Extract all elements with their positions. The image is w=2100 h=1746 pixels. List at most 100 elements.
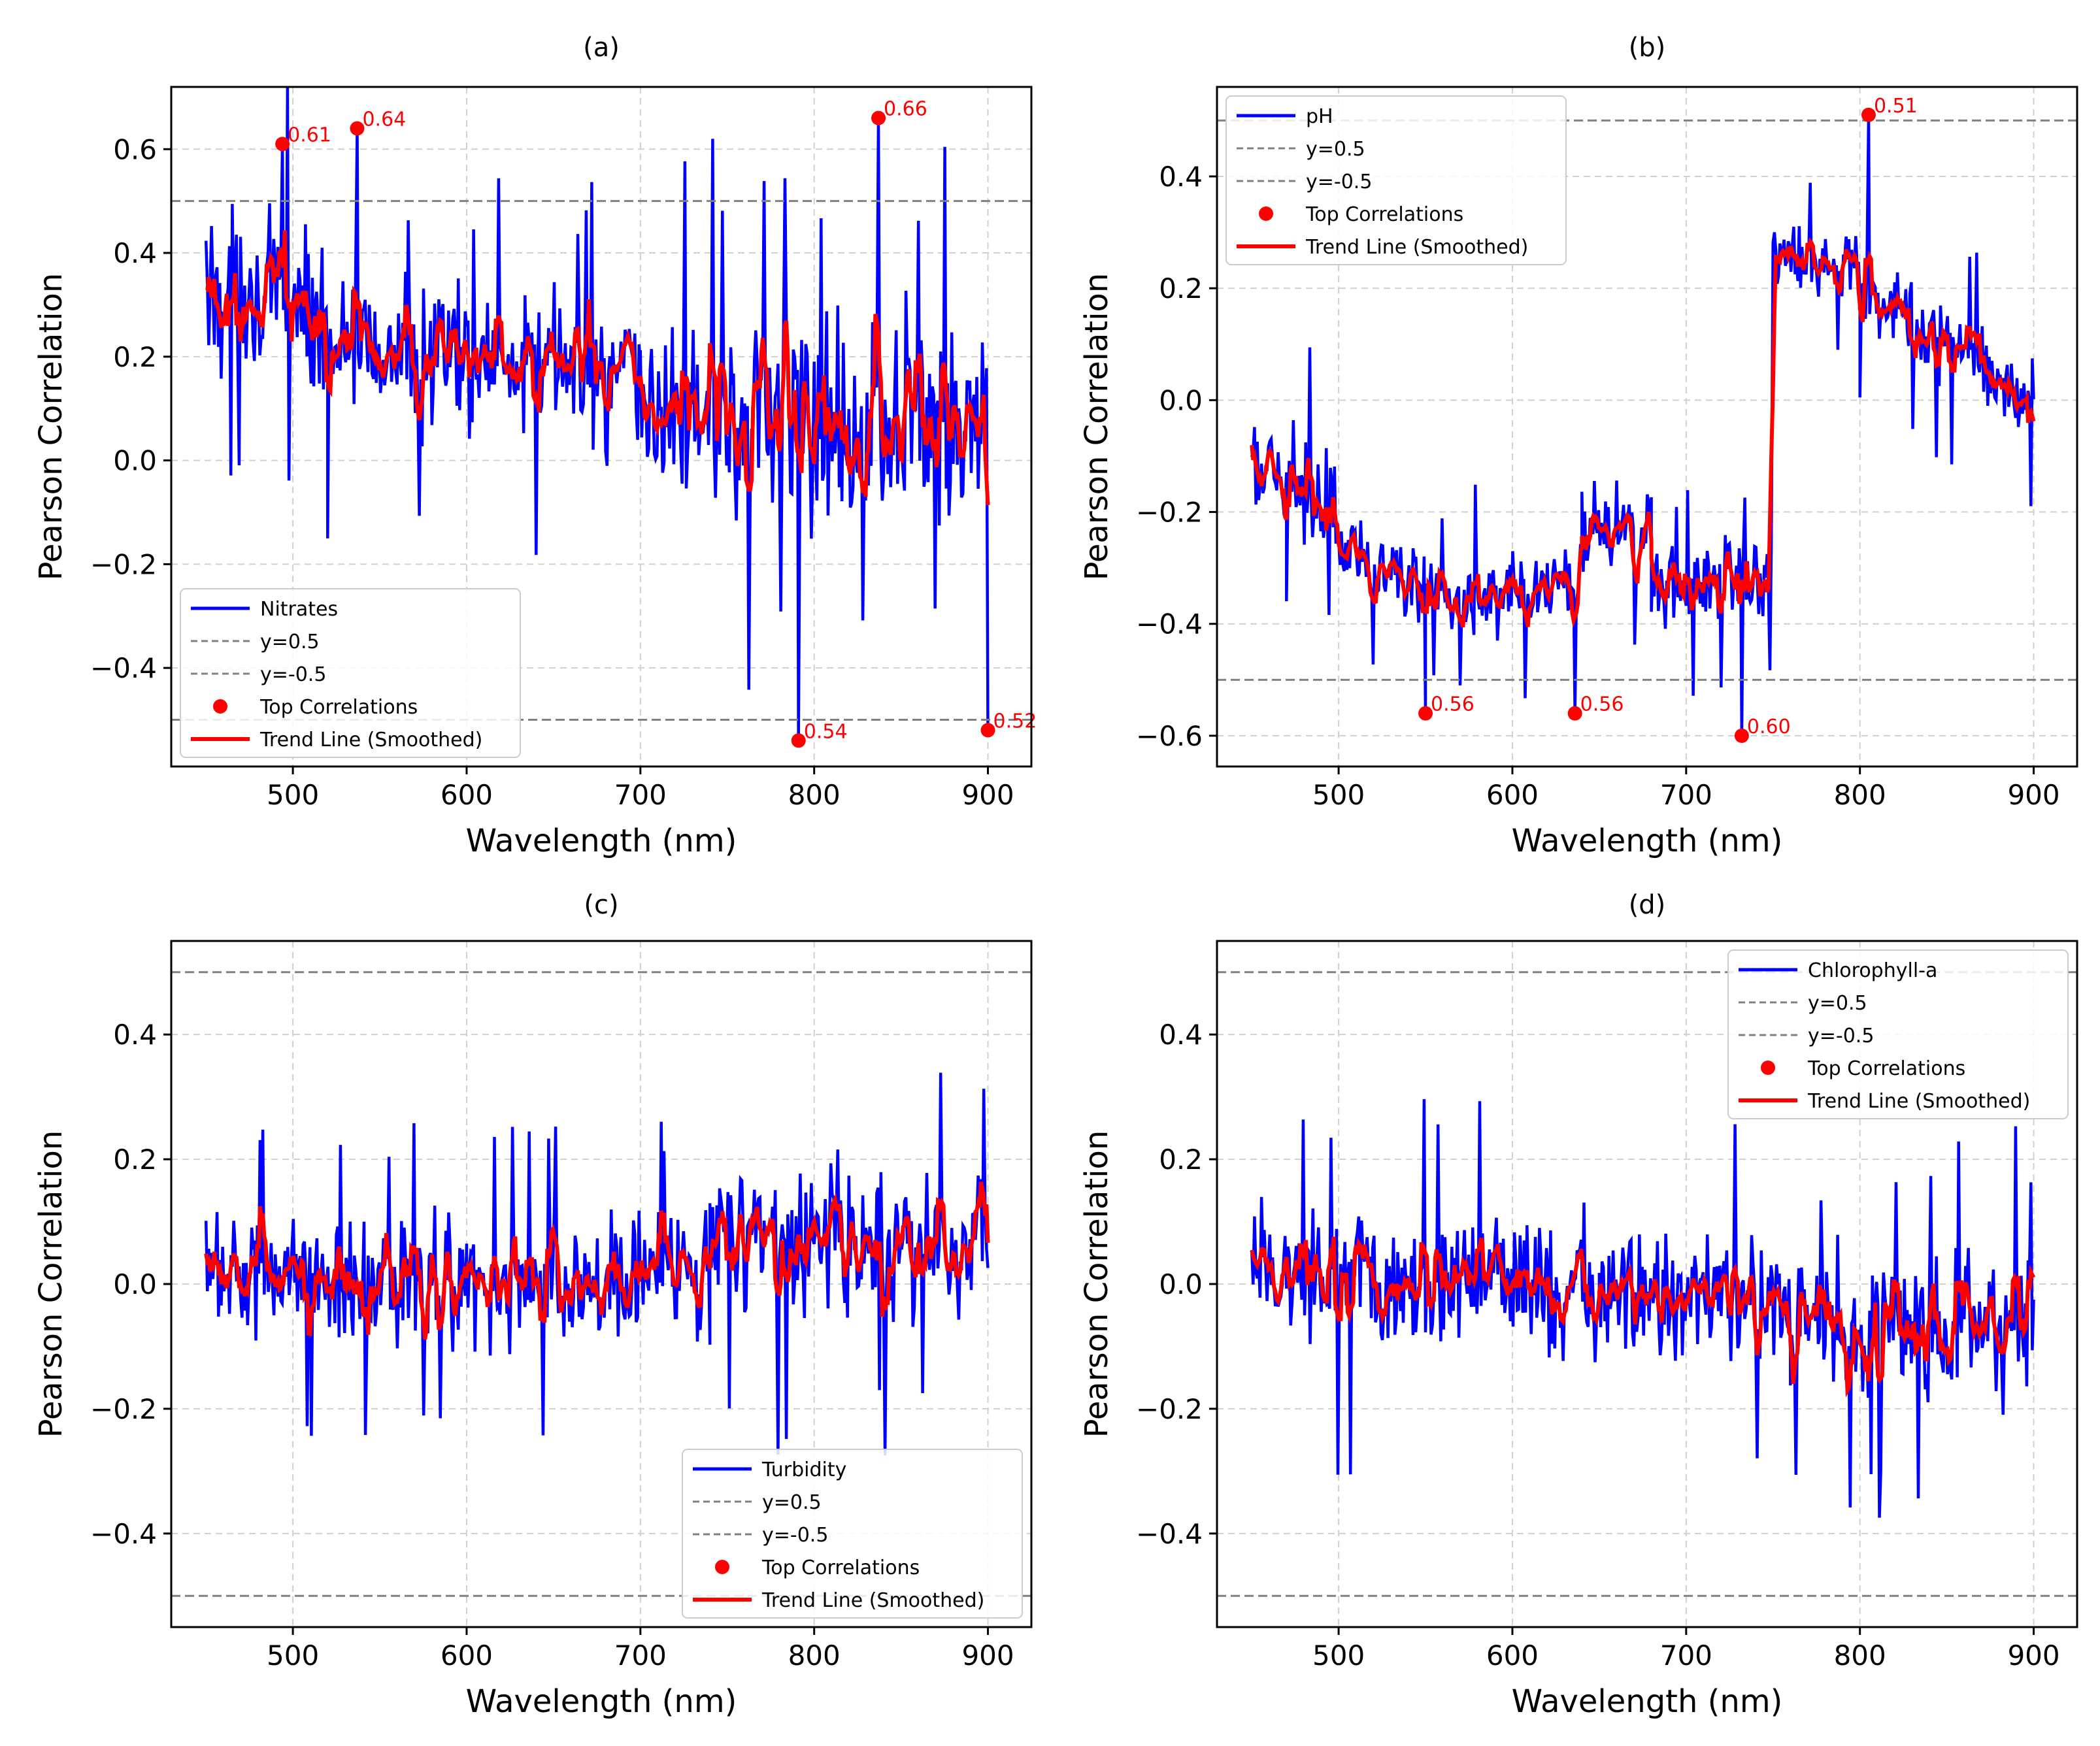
y-axis-label: Pearson Correlation	[1078, 1130, 1115, 1438]
top-correlation-label: 0.51	[1874, 95, 1918, 118]
legend-label-refline: y=-0.5	[1808, 1025, 1874, 1047]
top-correlation-label: 0.66	[884, 98, 927, 121]
legend-label-trend: Trend Line (Smoothed)	[761, 1589, 984, 1612]
x-tick-label: 700	[1660, 779, 1712, 811]
top-correlation-label: 0.54	[804, 720, 848, 743]
x-tick-label: 700	[614, 779, 667, 811]
y-tick-label: −0.6	[1136, 720, 1203, 752]
legend-label-series: Turbidity	[761, 1458, 846, 1481]
x-tick-label: 800	[788, 779, 841, 811]
y-tick-label: −0.2	[90, 1393, 157, 1425]
y-tick-label: 0.2	[113, 341, 157, 373]
top-correlation-marker	[350, 121, 365, 136]
legend-label-refline: y=0.5	[762, 1491, 822, 1514]
y-tick-label: −0.2	[90, 548, 157, 580]
legend-swatch-marker	[1761, 1061, 1775, 1075]
top-correlation-label: 0.61	[288, 124, 331, 146]
legend-swatch-marker	[1259, 206, 1273, 221]
top-correlation-label: 0.64	[362, 108, 406, 131]
legend-label-marker: Top Correlations	[1807, 1057, 1965, 1080]
legend-box	[682, 1449, 1023, 1619]
panel-title: (b)	[1629, 33, 1666, 63]
y-tick-label: 0.4	[1159, 161, 1203, 193]
top-correlation-label: 0.56	[1580, 693, 1624, 716]
y-tick-label: 0.4	[1159, 1019, 1203, 1051]
y-tick-label: 0.4	[113, 1019, 157, 1051]
trend-line	[205, 230, 990, 506]
x-axis-label: Wavelength (nm)	[466, 1683, 737, 1720]
x-tick-label: 900	[961, 1639, 1014, 1672]
legend-label-refline: y=0.5	[1306, 138, 1365, 161]
x-axis-label: Wavelength (nm)	[466, 823, 737, 859]
top-correlation-marker	[275, 137, 290, 152]
x-tick-label: 800	[1834, 779, 1886, 811]
legend-label-marker: Top Correlations	[259, 696, 418, 719]
y-tick-label: 0.2	[1159, 272, 1203, 305]
y-tick-label: 0.2	[1159, 1144, 1203, 1176]
trend-line	[1250, 1236, 2036, 1398]
legend-label-refline: y=0.5	[260, 631, 320, 653]
x-axis-label: Wavelength (nm)	[1512, 1683, 1783, 1720]
panel-title: (d)	[1629, 890, 1666, 920]
legend-label-series: Chlorophyll-a	[1808, 959, 1937, 982]
x-axis-label: Wavelength (nm)	[1512, 823, 1783, 859]
legend-label-marker: Top Correlations	[1305, 203, 1463, 226]
trend-line	[204, 1181, 990, 1340]
top-correlation-label: 0.60	[1747, 716, 1791, 738]
legend-swatch-marker	[213, 699, 227, 714]
x-tick-label: 500	[267, 1639, 319, 1672]
legend-label-trend: Trend Line (Smoothed)	[1305, 236, 1528, 259]
y-tick-label: 0.2	[113, 1144, 157, 1176]
legend-label-refline: y=-0.5	[1306, 171, 1372, 193]
x-tick-label: 900	[2007, 1639, 2059, 1672]
legend-label-refline: y=-0.5	[762, 1524, 828, 1547]
x-tick-label: 500	[1312, 1639, 1365, 1672]
top-correlation-marker	[1418, 706, 1433, 721]
y-tick-label: 0.0	[1159, 384, 1203, 416]
legend-label-trend: Trend Line (Smoothed)	[1807, 1090, 2030, 1113]
top-correlation-label: 0.52	[993, 710, 1037, 733]
legend-swatch-marker	[715, 1560, 729, 1574]
legend-box	[1225, 95, 1567, 265]
x-tick-label: 600	[441, 779, 493, 811]
legend: Chlorophyll-a y=0.5 y=-0.5 Top Correlations…	[1727, 949, 2069, 1119]
y-axis-label: Pearson Correlation	[33, 1130, 69, 1438]
y-tick-label: −0.4	[90, 652, 157, 684]
series-line	[1250, 1099, 2035, 1518]
x-tick-label: 700	[614, 1639, 667, 1672]
plot-frame	[1216, 86, 2078, 768]
chart-panel-a: (a) 0.61 0.64 0.66 0.54 0.52 500 600 700 800 900 −0…	[33, 33, 1037, 859]
y-tick-label: −0.2	[1136, 497, 1203, 529]
y-tick-label: 0.0	[113, 445, 157, 477]
y-tick-label: −0.4	[1136, 1518, 1203, 1550]
y-tick-label: 0.4	[113, 237, 157, 269]
x-tick-label: 600	[441, 1639, 493, 1672]
x-tick-label: 600	[1486, 779, 1539, 811]
x-tick-label: 700	[1660, 1639, 1712, 1672]
legend-label-refline: y=0.5	[1808, 992, 1867, 1015]
legend-label-series: Nitrates	[260, 598, 338, 621]
x-tick-label: 500	[1312, 779, 1365, 811]
x-tick-label: 500	[267, 779, 319, 811]
top-correlation-marker	[980, 723, 995, 738]
series-line	[204, 1072, 990, 1456]
legend-label-marker: Top Correlations	[761, 1557, 920, 1579]
top-correlation-marker	[871, 110, 886, 125]
x-tick-label: 900	[961, 779, 1014, 811]
top-correlation-marker	[791, 733, 806, 748]
chart-panel-c: (c) 500 600 700 800 900 −0.4 −0.2 0.0 0.2 0.4 Wavel…	[33, 890, 1033, 1720]
y-tick-label: −0.2	[1136, 1393, 1203, 1425]
x-tick-label: 800	[788, 1639, 841, 1672]
x-tick-label: 800	[1834, 1639, 1886, 1672]
y-axis-label: Pearson Correlation	[1078, 273, 1115, 581]
y-tick-label: −0.4	[1136, 608, 1203, 640]
top-correlation-marker	[1734, 728, 1749, 743]
chart-panel-b: (b) 0.51 0.56 0.56 0.60 500 600 700 800 900 −0.6 −0…	[1078, 33, 2078, 859]
trend-line	[1250, 237, 2036, 628]
y-tick-label: 0.0	[1159, 1268, 1203, 1300]
panel-title: (c)	[584, 890, 618, 920]
y-tick-label: 0.6	[113, 133, 157, 165]
y-tick-label: 0.0	[113, 1268, 157, 1300]
legend-label-trend: Trend Line (Smoothed)	[259, 729, 482, 751]
